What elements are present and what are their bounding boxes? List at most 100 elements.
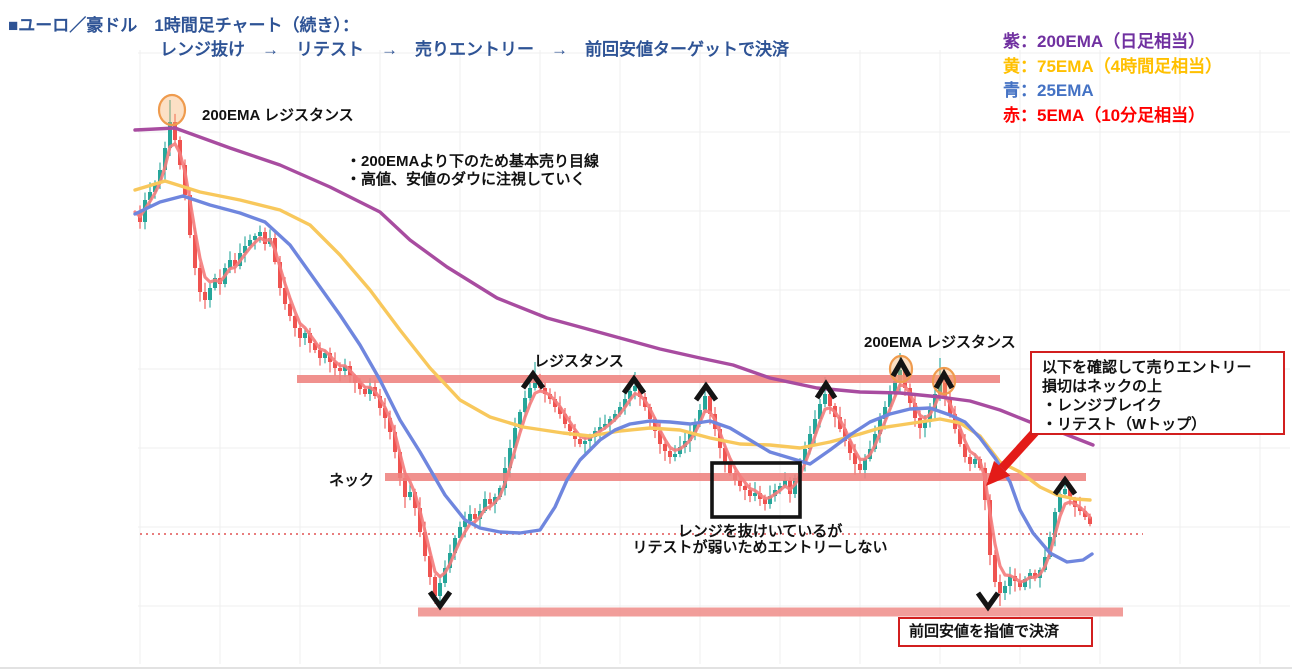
candle-body bbox=[568, 424, 572, 431]
candle-body bbox=[248, 240, 252, 246]
legend-item-200ema: 紫：200EMA（日足相当） bbox=[1003, 32, 1206, 51]
candle-body bbox=[173, 122, 177, 140]
swing-high-arrow bbox=[1052, 475, 1078, 496]
candle-body bbox=[1088, 517, 1092, 524]
candle-body bbox=[753, 493, 757, 496]
candle-body bbox=[313, 343, 317, 350]
ema-legend: 紫：200EMA（日足相当） 黄：75EMA（4時間足相当） 青：25EMA 赤… bbox=[1003, 30, 1222, 128]
candle-body bbox=[743, 486, 747, 490]
swing-low-arrow bbox=[427, 590, 453, 611]
candle-body bbox=[303, 333, 307, 338]
candle-body bbox=[358, 383, 362, 389]
candle-body bbox=[403, 478, 407, 497]
candle-body bbox=[578, 439, 582, 444]
candle-body bbox=[613, 414, 617, 419]
swing-high-arrow bbox=[814, 379, 838, 400]
legend-item-5ema: 赤：5EMA（10分足相当） bbox=[1003, 105, 1206, 125]
candle-body bbox=[153, 183, 157, 192]
swing-high-arrow bbox=[890, 356, 912, 378]
candle-body bbox=[658, 431, 662, 444]
candle-body bbox=[298, 328, 302, 338]
candle-body bbox=[913, 403, 917, 418]
candle-body bbox=[468, 514, 472, 521]
candle-body bbox=[263, 232, 267, 244]
note-weak-retest-line2: リテストが弱いためエントリーしない bbox=[632, 538, 888, 556]
candle-body bbox=[788, 480, 792, 494]
candle-body bbox=[783, 480, 787, 486]
candle-body bbox=[213, 278, 217, 288]
candle-body bbox=[258, 232, 262, 236]
candle-body bbox=[673, 454, 677, 457]
candle-body bbox=[343, 366, 347, 371]
candle-body bbox=[1018, 581, 1022, 587]
candle-body bbox=[203, 292, 207, 300]
candle-body bbox=[528, 388, 532, 398]
candle-body bbox=[433, 577, 437, 596]
candle-body bbox=[398, 452, 402, 478]
candle-body bbox=[698, 410, 702, 424]
candle-body bbox=[988, 500, 992, 555]
candle-body bbox=[208, 288, 212, 300]
swing-high-arrow bbox=[693, 381, 719, 402]
candle-body bbox=[1058, 494, 1062, 512]
candle-body bbox=[253, 236, 257, 240]
candle-body bbox=[853, 453, 857, 464]
candle-body bbox=[438, 583, 442, 596]
candle-body bbox=[1023, 579, 1027, 587]
candle-body bbox=[768, 496, 772, 504]
exit-callout: 前回安値を指値で決済 bbox=[898, 617, 1093, 647]
candle-body bbox=[383, 408, 387, 418]
swing-high-arrow bbox=[621, 374, 647, 395]
candle-body bbox=[443, 568, 447, 583]
candle-body bbox=[818, 404, 822, 419]
candle-body bbox=[333, 362, 337, 368]
candle-body bbox=[723, 448, 727, 463]
candle-body bbox=[703, 396, 707, 410]
candle-body bbox=[893, 381, 897, 394]
candle-body bbox=[843, 429, 847, 441]
candle-body bbox=[848, 441, 852, 453]
candle-body bbox=[598, 427, 602, 431]
swing-low-arrow bbox=[975, 591, 1001, 612]
candle-body bbox=[513, 428, 517, 448]
candle-body bbox=[693, 424, 697, 434]
entry-conditions-line4: ・リテスト（Wトップ） bbox=[1042, 416, 1207, 433]
candle-body bbox=[778, 486, 782, 490]
candle-body bbox=[583, 441, 587, 444]
page-subtitle-flow: レンジ抜け → リテスト → 売りエントリー → 前回安値ターゲットで決済 bbox=[160, 40, 789, 59]
candle-body bbox=[368, 387, 372, 394]
candle-body bbox=[453, 538, 457, 553]
candle-body bbox=[243, 246, 247, 253]
candle-body bbox=[603, 424, 607, 427]
candle-body bbox=[963, 444, 967, 457]
label-resistance: レジスタンス bbox=[534, 353, 624, 370]
candle-body bbox=[463, 521, 467, 527]
candle-body bbox=[973, 459, 977, 464]
candle-body bbox=[363, 389, 367, 394]
candle-body bbox=[828, 394, 832, 406]
candle-body bbox=[738, 480, 742, 486]
candle-body bbox=[923, 422, 927, 428]
ema-5-line bbox=[133, 142, 1092, 584]
candle-body bbox=[163, 148, 167, 170]
candle-body bbox=[968, 457, 972, 464]
candle-body bbox=[473, 514, 477, 519]
candle-body bbox=[808, 434, 812, 449]
200ema-line bbox=[133, 126, 1095, 447]
candle-body bbox=[338, 368, 342, 371]
candle-body bbox=[813, 419, 817, 434]
label-200ema-resistance-right: 200EMA レジスタンス bbox=[864, 334, 1016, 351]
candle-body bbox=[993, 555, 997, 582]
candle-body bbox=[858, 464, 862, 470]
entry-conditions-line2: 損切はネックの上 bbox=[1042, 378, 1163, 395]
candle-body bbox=[633, 386, 637, 391]
candle-body bbox=[378, 396, 382, 408]
candle-body bbox=[883, 407, 887, 419]
candle-body bbox=[663, 444, 667, 451]
note-bias-bullet-1: ・200EMAより下のため基本売り目線 bbox=[346, 153, 600, 170]
candle-body bbox=[563, 414, 567, 424]
candle-body bbox=[653, 419, 657, 431]
candle-body bbox=[188, 195, 192, 235]
candle-body bbox=[393, 432, 397, 452]
candle-body bbox=[1003, 586, 1007, 593]
